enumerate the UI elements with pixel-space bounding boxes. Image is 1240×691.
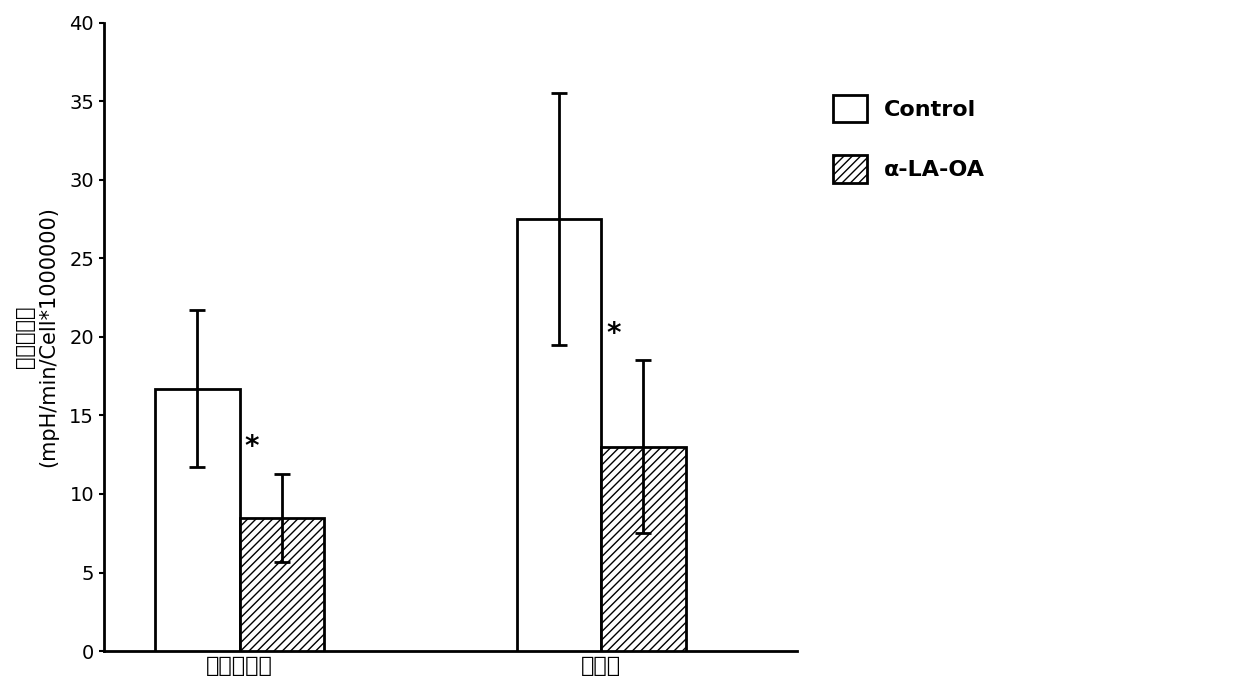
Text: *: * (606, 320, 620, 348)
Bar (517, 219, 601, 651)
Bar (239, 518, 324, 651)
Y-axis label: 胞外酸化率
(mpH/min/Cell*1000000): 胞外酸化率 (mpH/min/Cell*1000000) (15, 207, 58, 467)
Bar (601, 447, 686, 651)
Legend: Control, α-LA-OA: Control, α-LA-OA (822, 84, 997, 193)
Text: *: * (244, 433, 259, 461)
Bar (155, 388, 239, 651)
